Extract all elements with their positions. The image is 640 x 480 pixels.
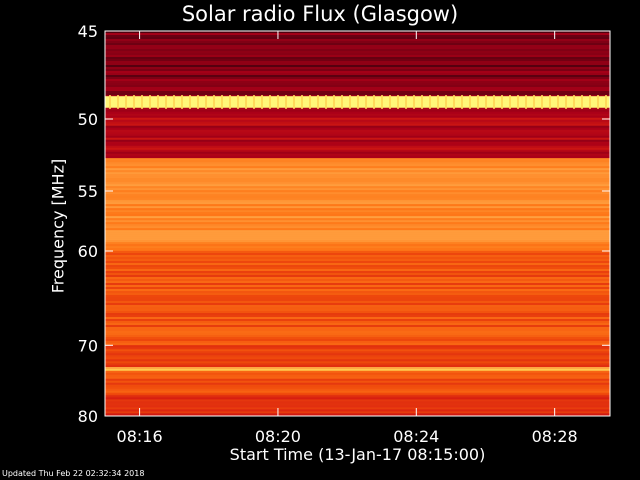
pulse-mark [109,95,111,109]
pulse-mark [357,95,359,109]
pulse-mark [157,95,159,109]
frequency-band [105,158,610,252]
pulse-mark [221,95,223,109]
pulse-mark [493,95,495,109]
pulse-mark [413,95,415,109]
frequency-band [105,345,610,368]
pulse-mark [429,95,431,109]
pulse-mark [437,95,439,109]
pulse-mark [509,95,511,109]
pulse-mark [597,95,599,109]
pulse-mark [117,95,119,109]
frequency-band [105,367,610,372]
pulse-mark [181,95,183,109]
axes: 45 50 55 60 70 80 08:16 08:20 08:24 08:28 [78,22,611,446]
pulse-mark [525,95,527,109]
pulse-mark [125,95,127,109]
pulse-mark [149,95,151,109]
y-tick-label: 80 [78,407,98,426]
pulse-mark [165,95,167,109]
pulse-mark [301,95,303,109]
pulse-mark [605,95,607,109]
pulse-mark [237,95,239,109]
chart-title: Solar radio Flux (Glasgow) [181,2,459,26]
pulse-mark [381,95,383,109]
pulse-mark [325,95,327,109]
pulse-mark [213,95,215,109]
pulse-mark [517,95,519,109]
pulse-mark [373,95,375,109]
y-tick-label: 60 [78,242,98,261]
pulse-mark [205,95,207,109]
x-tick-label: 08:16 [117,427,163,446]
updated-timestamp: Updated Thu Feb 22 02:32:34 2018 [2,469,145,478]
pulse-mark [461,95,463,109]
pulse-mark [197,95,199,109]
pulse-mark [533,95,535,109]
pulse-mark [573,95,575,109]
frequency-band [105,31,610,97]
frequency-band [105,251,610,346]
pulse-mark [229,95,231,109]
pulse-mark [453,95,455,109]
pulse-mark [269,95,271,109]
pulse-mark [485,95,487,109]
pulse-mark [557,95,559,109]
pulse-mark [341,95,343,109]
pulse-mark [581,95,583,109]
pulse-mark [397,95,399,109]
y-tick-label: 55 [78,182,98,201]
frequency-band [105,395,610,417]
pulse-mark [549,95,551,109]
pulse-mark [445,95,447,109]
pulse-mark [541,95,543,109]
frequency-band [105,107,610,159]
y-tick-label: 45 [78,22,98,41]
pulse-mark [389,95,391,109]
pulse-mark [133,95,135,109]
x-axis-label: Start Time (13-Jan-17 08:15:00) [229,445,486,464]
pulse-mark [253,95,255,109]
pulse-mark [477,95,479,109]
y-tick-label: 70 [78,336,98,355]
pulse-mark [277,95,279,109]
y-axis-label: Frequency [MHz] [48,158,68,294]
pulse-mark [293,95,295,109]
plot-frame [104,30,611,417]
pulse-mark [285,95,287,109]
pulse-mark [261,95,263,109]
pulse-mark [141,95,143,109]
pulse-mark [333,95,335,109]
x-tick-label: 08:28 [532,427,578,446]
x-tick-label: 08:24 [393,427,439,446]
plot-area [105,31,610,417]
pulse-mark [349,95,351,109]
x-tick-label: 08:20 [255,427,301,446]
pulse-mark [501,95,503,109]
pulse-mark [421,95,423,109]
pulse-mark [405,95,407,109]
pulse-mark [245,95,247,109]
pulse-mark [365,95,367,109]
pulse-mark [309,95,311,109]
pulse-mark [189,95,191,109]
pulse-mark [589,95,591,109]
y-tick-label: 50 [78,110,98,129]
pulse-mark [317,95,319,109]
pulse-mark [173,95,175,109]
pulse-mark [469,95,471,109]
pulse-mark [565,95,567,109]
frequency-band [105,370,610,396]
